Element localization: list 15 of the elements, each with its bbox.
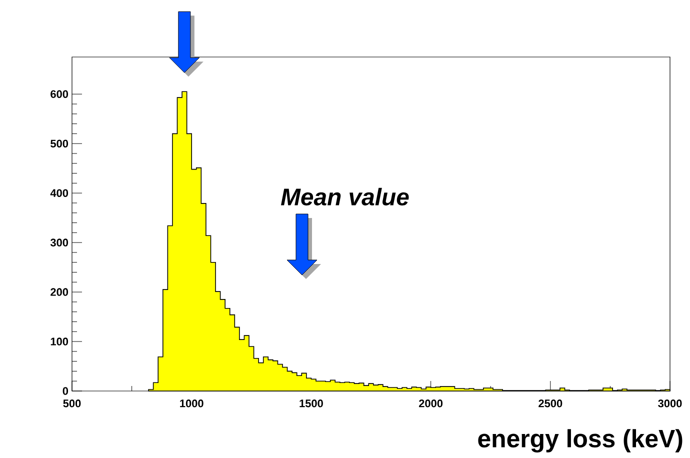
- x-tick-label: 2000: [418, 400, 443, 408]
- y-tick-label: 600: [50, 90, 68, 98]
- x-tick-label: 500: [63, 400, 81, 408]
- y-tick-label: 0: [62, 387, 68, 395]
- y-tick-label: 400: [50, 189, 68, 197]
- y-tick-label: 200: [50, 288, 68, 296]
- y-tick-label: 100: [50, 338, 68, 346]
- x-tick-label: 2500: [538, 400, 562, 408]
- x-tick-label: 3000: [658, 400, 682, 408]
- annotation: Mean value: [280, 188, 409, 206]
- y-tick-label: 500: [50, 140, 68, 148]
- x-tick-label: 1500: [300, 400, 323, 408]
- x-tick-label: 1000: [180, 400, 204, 408]
- x-axis-title: energy loss (keV): [478, 429, 682, 452]
- y-tick-label: 300: [50, 238, 68, 246]
